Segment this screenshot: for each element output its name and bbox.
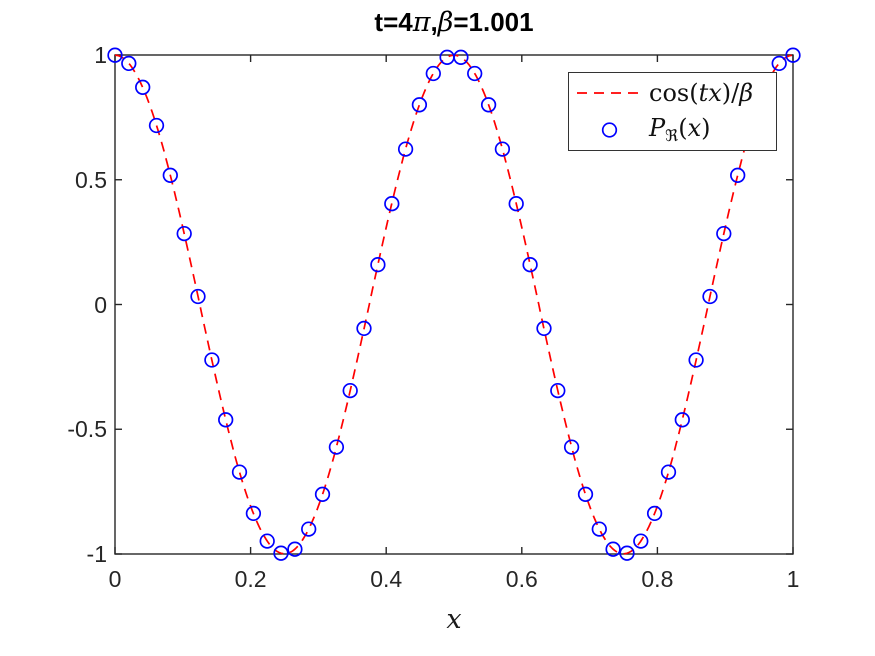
- x-tick-label: 0.2: [234, 566, 267, 592]
- data-point-marker: [204, 352, 220, 368]
- data-point-marker: [231, 464, 248, 480]
- y-tick-label: 1: [94, 42, 107, 68]
- data-point-marker: [702, 288, 718, 305]
- data-point-marker: [563, 439, 580, 455]
- data-point-marker: [633, 533, 649, 549]
- data-point-marker: [439, 49, 455, 65]
- title-value: =1.001: [453, 7, 534, 37]
- legend-label-cos: cos(tx)/β: [649, 79, 754, 108]
- title-text: t=4: [374, 7, 413, 37]
- legend-circle-marker-sample: [601, 122, 618, 138]
- y-tick-label: 0: [94, 291, 107, 318]
- title-comma: ,: [430, 7, 438, 37]
- data-point-marker: [536, 320, 552, 337]
- data-point-marker: [107, 47, 123, 63]
- data-point-marker: [619, 545, 635, 561]
- data-point-marker: [453, 49, 469, 65]
- data-point-marker: [591, 521, 607, 537]
- legend[interactable]: cos(tx)/β Pℜ(x): [568, 72, 777, 151]
- data-point-marker: [605, 541, 621, 557]
- data-point-marker: [342, 382, 358, 399]
- data-point-marker: [245, 505, 262, 522]
- legend-entry-cos-line: cos(tx)/β: [569, 75, 776, 111]
- data-point-marker: [190, 288, 206, 305]
- data-point-marker: [135, 79, 151, 95]
- data-point-marker: [176, 225, 192, 242]
- y-tick-label: -1: [86, 541, 107, 567]
- data-point-marker: [259, 533, 275, 549]
- x-tick-label: 0.8: [641, 566, 674, 592]
- data-point-marker: [370, 257, 386, 273]
- data-point-marker: [162, 167, 178, 183]
- data-point-marker: [121, 55, 137, 72]
- x-tick-label: 0: [108, 566, 122, 592]
- data-point-marker: [480, 97, 497, 113]
- data-point-marker: [218, 412, 234, 428]
- data-point-marker: [716, 225, 732, 242]
- data-point-marker: [550, 382, 566, 399]
- data-point-marker: [384, 196, 400, 212]
- plot-title: t=4π,β=1.001: [115, 7, 793, 38]
- data-point-marker: [674, 412, 690, 428]
- x-tick-label: 0.4: [370, 566, 403, 592]
- x-axis-label: x: [446, 604, 462, 635]
- y-tick-label: -0.5: [67, 416, 107, 443]
- x-tick-label: 1: [786, 566, 800, 592]
- data-point-marker: [688, 352, 704, 368]
- data-point-marker: [411, 97, 428, 113]
- data-point-marker: [273, 545, 289, 561]
- legend-label-interpolant: Pℜ(x): [649, 114, 711, 146]
- data-point-marker: [646, 505, 663, 522]
- data-point-marker: [771, 55, 787, 72]
- data-point-marker: [522, 257, 538, 273]
- data-point-marker: [494, 141, 511, 157]
- x-tick-label: 0.6: [505, 566, 538, 592]
- data-point-marker: [356, 320, 372, 337]
- title-beta-symbol: β: [437, 7, 454, 38]
- legend-dashed-line-sample: [577, 92, 642, 95]
- data-point-marker: [314, 486, 331, 502]
- data-point-marker: [425, 65, 441, 82]
- y-tick-label: 0.5: [75, 166, 107, 193]
- data-point-marker: [287, 541, 303, 557]
- data-point-marker: [508, 196, 524, 212]
- data-point-marker: [328, 439, 345, 455]
- title-pi-symbol: π: [412, 7, 431, 38]
- data-point-marker: [397, 141, 414, 157]
- legend-circle-icon: [601, 122, 618, 138]
- legend-entry-interpolant: Pℜ(x): [569, 112, 776, 148]
- data-point-marker: [301, 521, 317, 537]
- data-point-marker: [148, 117, 165, 134]
- data-point-marker: [730, 167, 746, 183]
- data-point-marker: [467, 65, 483, 82]
- data-point-marker: [660, 464, 677, 480]
- data-point-marker: [785, 47, 801, 63]
- data-point-marker: [577, 486, 594, 502]
